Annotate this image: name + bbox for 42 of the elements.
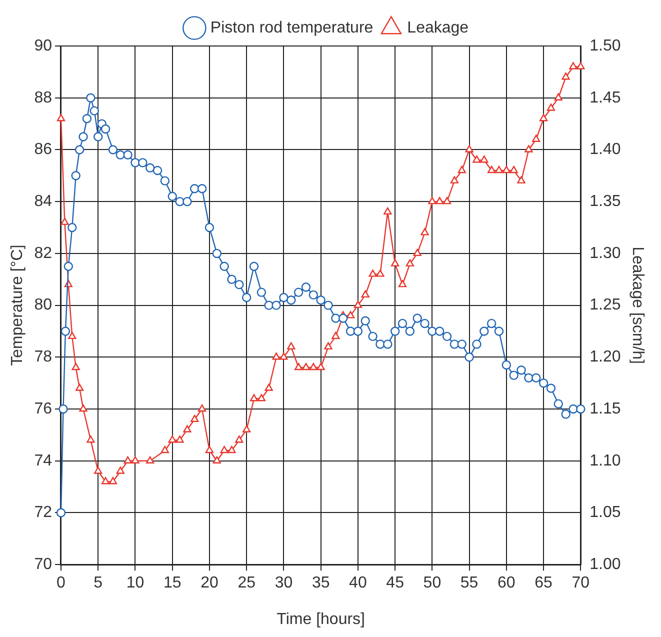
x-tick-label: 70 (572, 574, 590, 592)
y-axis-title: Temperature [°C] (9, 244, 26, 366)
y-tick-label: 72 (34, 504, 52, 522)
x-tick-label: 60 (498, 574, 516, 592)
x-tick-label: 20 (200, 574, 218, 592)
x-tick-label: 10 (126, 574, 144, 592)
x-tick-label: 30 (274, 574, 293, 592)
y-tick-label: 80 (34, 296, 52, 314)
y-tick-label: 78 (34, 348, 52, 366)
x-tick-label: 35 (312, 574, 330, 592)
y2-tick-label: 1.50 (590, 37, 621, 54)
x-tick-label: 25 (238, 574, 256, 592)
x-axis-title: Time [hours] (276, 610, 365, 628)
legend-label: Piston rod temperature (210, 19, 374, 36)
y2-tick-label: 1.05 (590, 504, 621, 522)
y2-tick-label: 1.15 (590, 400, 621, 418)
y2-tick-label: 1.20 (590, 348, 621, 366)
legend-label: Leakage (407, 19, 469, 36)
y-tick-label: 84 (34, 192, 52, 210)
y2-tick-label: 1.25 (590, 296, 621, 314)
x-tick-label: 40 (349, 574, 367, 592)
y2-tick-label: 1.35 (590, 192, 621, 210)
y-tick-label: 82 (34, 244, 52, 262)
y2-tick-label: 1.10 (590, 452, 621, 470)
x-tick-label: 65 (534, 574, 553, 592)
y2-tick-label: 1.00 (590, 556, 621, 574)
y2-tick-label: 1.30 (590, 244, 621, 262)
x-tick-label: 0 (56, 574, 66, 592)
y-tick-label: 76 (34, 400, 52, 418)
y-tick-label: 86 (34, 141, 52, 158)
y2-axis-title: Leakage [scm/h] (628, 246, 646, 364)
y-tick-label: 74 (34, 452, 52, 470)
x-tick-label: 45 (386, 574, 404, 592)
y-tick-label: 70 (34, 556, 52, 574)
y-tick-label: 88 (34, 89, 52, 106)
x-tick-label: 5 (94, 574, 103, 592)
x-tick-label: 50 (423, 574, 442, 592)
x-tick-label: 55 (460, 574, 478, 592)
y2-tick-label: 1.45 (590, 89, 621, 106)
y2-tick-label: 1.40 (590, 141, 621, 158)
y-tick-label: 90 (34, 37, 52, 54)
x-tick-label: 15 (163, 574, 182, 592)
